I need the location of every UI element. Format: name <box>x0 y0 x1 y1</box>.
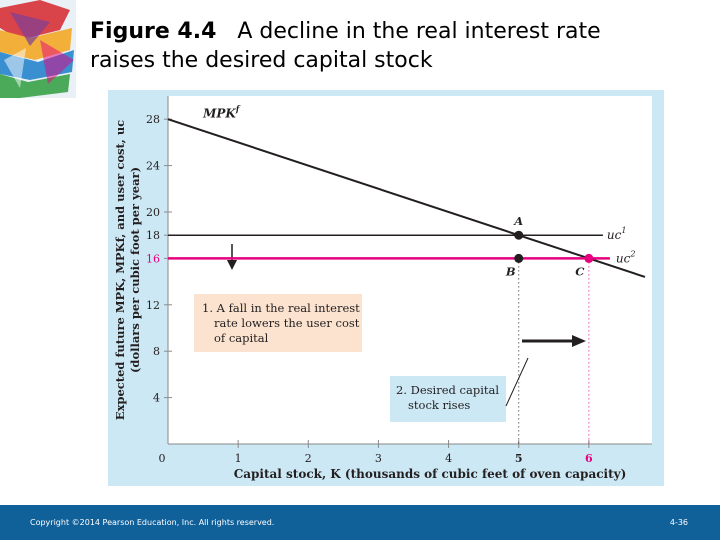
annotation-2-text: stock rises <box>408 398 470 412</box>
point-label-A: A <box>513 214 523 228</box>
x-tick-label: 3 <box>375 452 382 465</box>
point-B <box>514 253 524 263</box>
y-axis-label-line-2: (dollars per cubic foot per year) <box>128 167 142 373</box>
y-tick-label: 12 <box>146 299 160 312</box>
figure-label: Figure 4.4 <box>90 19 217 44</box>
y-axis-label-line-1: Expected future MPK, MPKf, and user cost… <box>113 120 127 420</box>
x-tick-label: 6 <box>585 452 593 465</box>
annotation-box-1 <box>194 294 362 352</box>
y-tick-label: 16 <box>146 252 160 265</box>
y-tick-label: 20 <box>146 206 160 219</box>
y-tick-label: 4 <box>153 392 160 405</box>
title-line-1: A decline in the real interest rate <box>237 19 601 44</box>
title-line-2: raises the desired capital stock <box>90 48 433 73</box>
point-label-B: B <box>505 264 516 278</box>
slide-title: Figure 4.4 A decline in the real interes… <box>90 17 690 75</box>
right-arrow-head-icon <box>572 335 586 347</box>
annotation-2-pointer <box>505 357 529 407</box>
x-tick-label: 4 <box>445 452 452 465</box>
page-number: 4-36 <box>669 518 688 527</box>
x-axis-label: Capital stock, K (thousands of cubic fee… <box>234 467 627 481</box>
annotation-1-text: 1. A fall in the real interest <box>202 301 360 315</box>
annotation-1-text: of capital <box>214 331 269 345</box>
y-tick-label: 24 <box>146 160 160 173</box>
decorative-corner-art <box>0 0 76 98</box>
x-tick-label: 2 <box>305 452 312 465</box>
y-axis-label: Expected future MPK, MPKf, and user cost… <box>113 120 142 420</box>
x-tick-label: 1 <box>235 452 242 465</box>
copyright-text: Copyright ©2014 Pearson Education, Inc. … <box>30 518 275 527</box>
x-tick-label: 5 <box>515 452 523 465</box>
point-label-C: C <box>575 264 585 278</box>
y-tick-label: 8 <box>153 345 160 358</box>
y-tick-label: 18 <box>146 229 160 242</box>
point-A <box>514 230 524 240</box>
series-MPKf-line <box>167 118 646 278</box>
series-label-uc1: uc1 <box>607 226 627 242</box>
x-tick-label: 0 <box>159 452 166 465</box>
series-label-MPKf: MPKf <box>202 104 241 121</box>
point-C <box>584 253 594 263</box>
annotation-1-text: rate lowers the user cost <box>214 316 360 330</box>
annotation-box-2 <box>390 376 506 422</box>
y-tick-label: 28 <box>146 113 160 126</box>
series-label-uc2: uc2 <box>616 249 636 265</box>
down-arrow-head-icon <box>227 260 237 270</box>
footer-bar: Copyright ©2014 Pearson Education, Inc. … <box>0 505 720 540</box>
annotation-2-text: 2. Desired capital <box>396 383 499 397</box>
chart: 1. A fall in the real interest rate lower… <box>108 90 664 486</box>
